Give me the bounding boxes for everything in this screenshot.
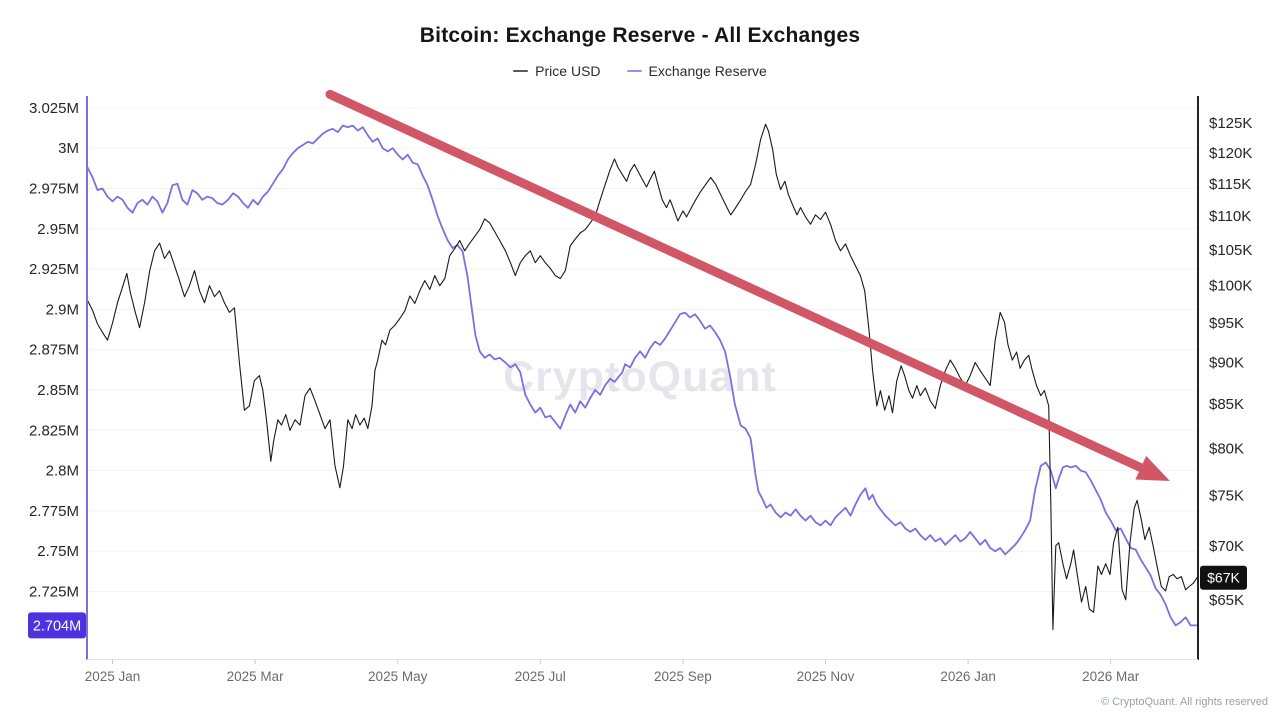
svg-text:2.9M: 2.9M <box>46 301 79 318</box>
svg-text:2025 Sep: 2025 Sep <box>654 669 712 684</box>
svg-text:2.775M: 2.775M <box>29 503 79 520</box>
svg-text:2026 Mar: 2026 Mar <box>1082 669 1140 684</box>
legend-label: Exchange Reserve <box>648 63 767 79</box>
svg-text:3M: 3M <box>58 140 79 157</box>
svg-text:$115K: $115K <box>1209 176 1251 193</box>
svg-text:2.85M: 2.85M <box>37 382 79 399</box>
svg-text:$105K: $105K <box>1209 242 1252 259</box>
plot-area[interactable] <box>88 96 1197 659</box>
svg-text:$95K: $95K <box>1209 315 1244 332</box>
page-title: Bitcoin: Exchange Reserve - All Exchange… <box>419 24 861 47</box>
svg-text:2025 Mar: 2025 Mar <box>227 669 285 684</box>
trend-arrow-annotation <box>325 89 1170 481</box>
svg-text:$125K: $125K <box>1209 115 1252 132</box>
svg-text:2.925M: 2.925M <box>29 261 79 278</box>
svg-text:2.75M: 2.75M <box>37 543 79 560</box>
price-usd-legend-dash-icon <box>513 70 529 72</box>
svg-text:2.725M: 2.725M <box>29 584 79 601</box>
svg-text:3.025M: 3.025M <box>29 100 79 117</box>
svg-text:2026 Jan: 2026 Jan <box>940 669 996 684</box>
current-value-badges: 2.704M $67K <box>28 565 1247 639</box>
svg-text:2.825M: 2.825M <box>29 422 79 439</box>
svg-text:2025 Nov: 2025 Nov <box>797 669 855 684</box>
legend-label: Price USD <box>535 63 601 79</box>
svg-text:2.8M: 2.8M <box>46 463 79 480</box>
chart-legend: Price USD Exchange Reserve <box>0 63 1280 79</box>
svg-text:2.875M: 2.875M <box>29 342 79 359</box>
left-axis-tick-labels: 3.025M 3M 2.975M 2.95M 2.925M 2.9M 2.875M 2.85M… <box>29 100 79 601</box>
legend-item-exchange-reserve[interactable]: Exchange Reserve <box>626 63 767 79</box>
svg-text:2.975M: 2.975M <box>29 181 79 198</box>
svg-text:2025 May: 2025 May <box>368 669 428 684</box>
svg-text:2025 Jan: 2025 Jan <box>85 669 141 684</box>
svg-text:$65K: $65K <box>1209 592 1244 609</box>
svg-text:$120K: $120K <box>1209 145 1252 162</box>
exchange-reserve-legend-dash-icon <box>626 70 642 72</box>
x-axis-tick-labels: 2025 Jan 2025 Mar 2025 May 2025 Jul 2025 Sep… <box>85 659 1140 684</box>
gridlines <box>87 107 1198 592</box>
svg-text:2.704M: 2.704M <box>33 618 81 634</box>
svg-text:2025 Jul: 2025 Jul <box>515 669 566 684</box>
copyright-notice: © CryptoQuant. All rights reserved <box>1100 696 1268 708</box>
series-lines <box>86 123 1198 631</box>
svg-text:$85K: $85K <box>1209 396 1244 413</box>
svg-text:$70K: $70K <box>1209 538 1244 555</box>
svg-text:$110K: $110K <box>1209 208 1251 225</box>
svg-text:$75K: $75K <box>1209 488 1244 505</box>
right-axis-tick-labels: $125K $120K $115K $110K $105K $100K $95K $90K $8… <box>1209 115 1252 609</box>
svg-text:$100K: $100K <box>1209 278 1252 295</box>
svg-text:$67K: $67K <box>1207 570 1240 586</box>
svg-text:2.95M: 2.95M <box>37 221 79 238</box>
legend-item-price-usd[interactable]: Price USD <box>513 63 601 79</box>
svg-text:$90K: $90K <box>1209 355 1244 372</box>
svg-text:$80K: $80K <box>1209 440 1244 457</box>
